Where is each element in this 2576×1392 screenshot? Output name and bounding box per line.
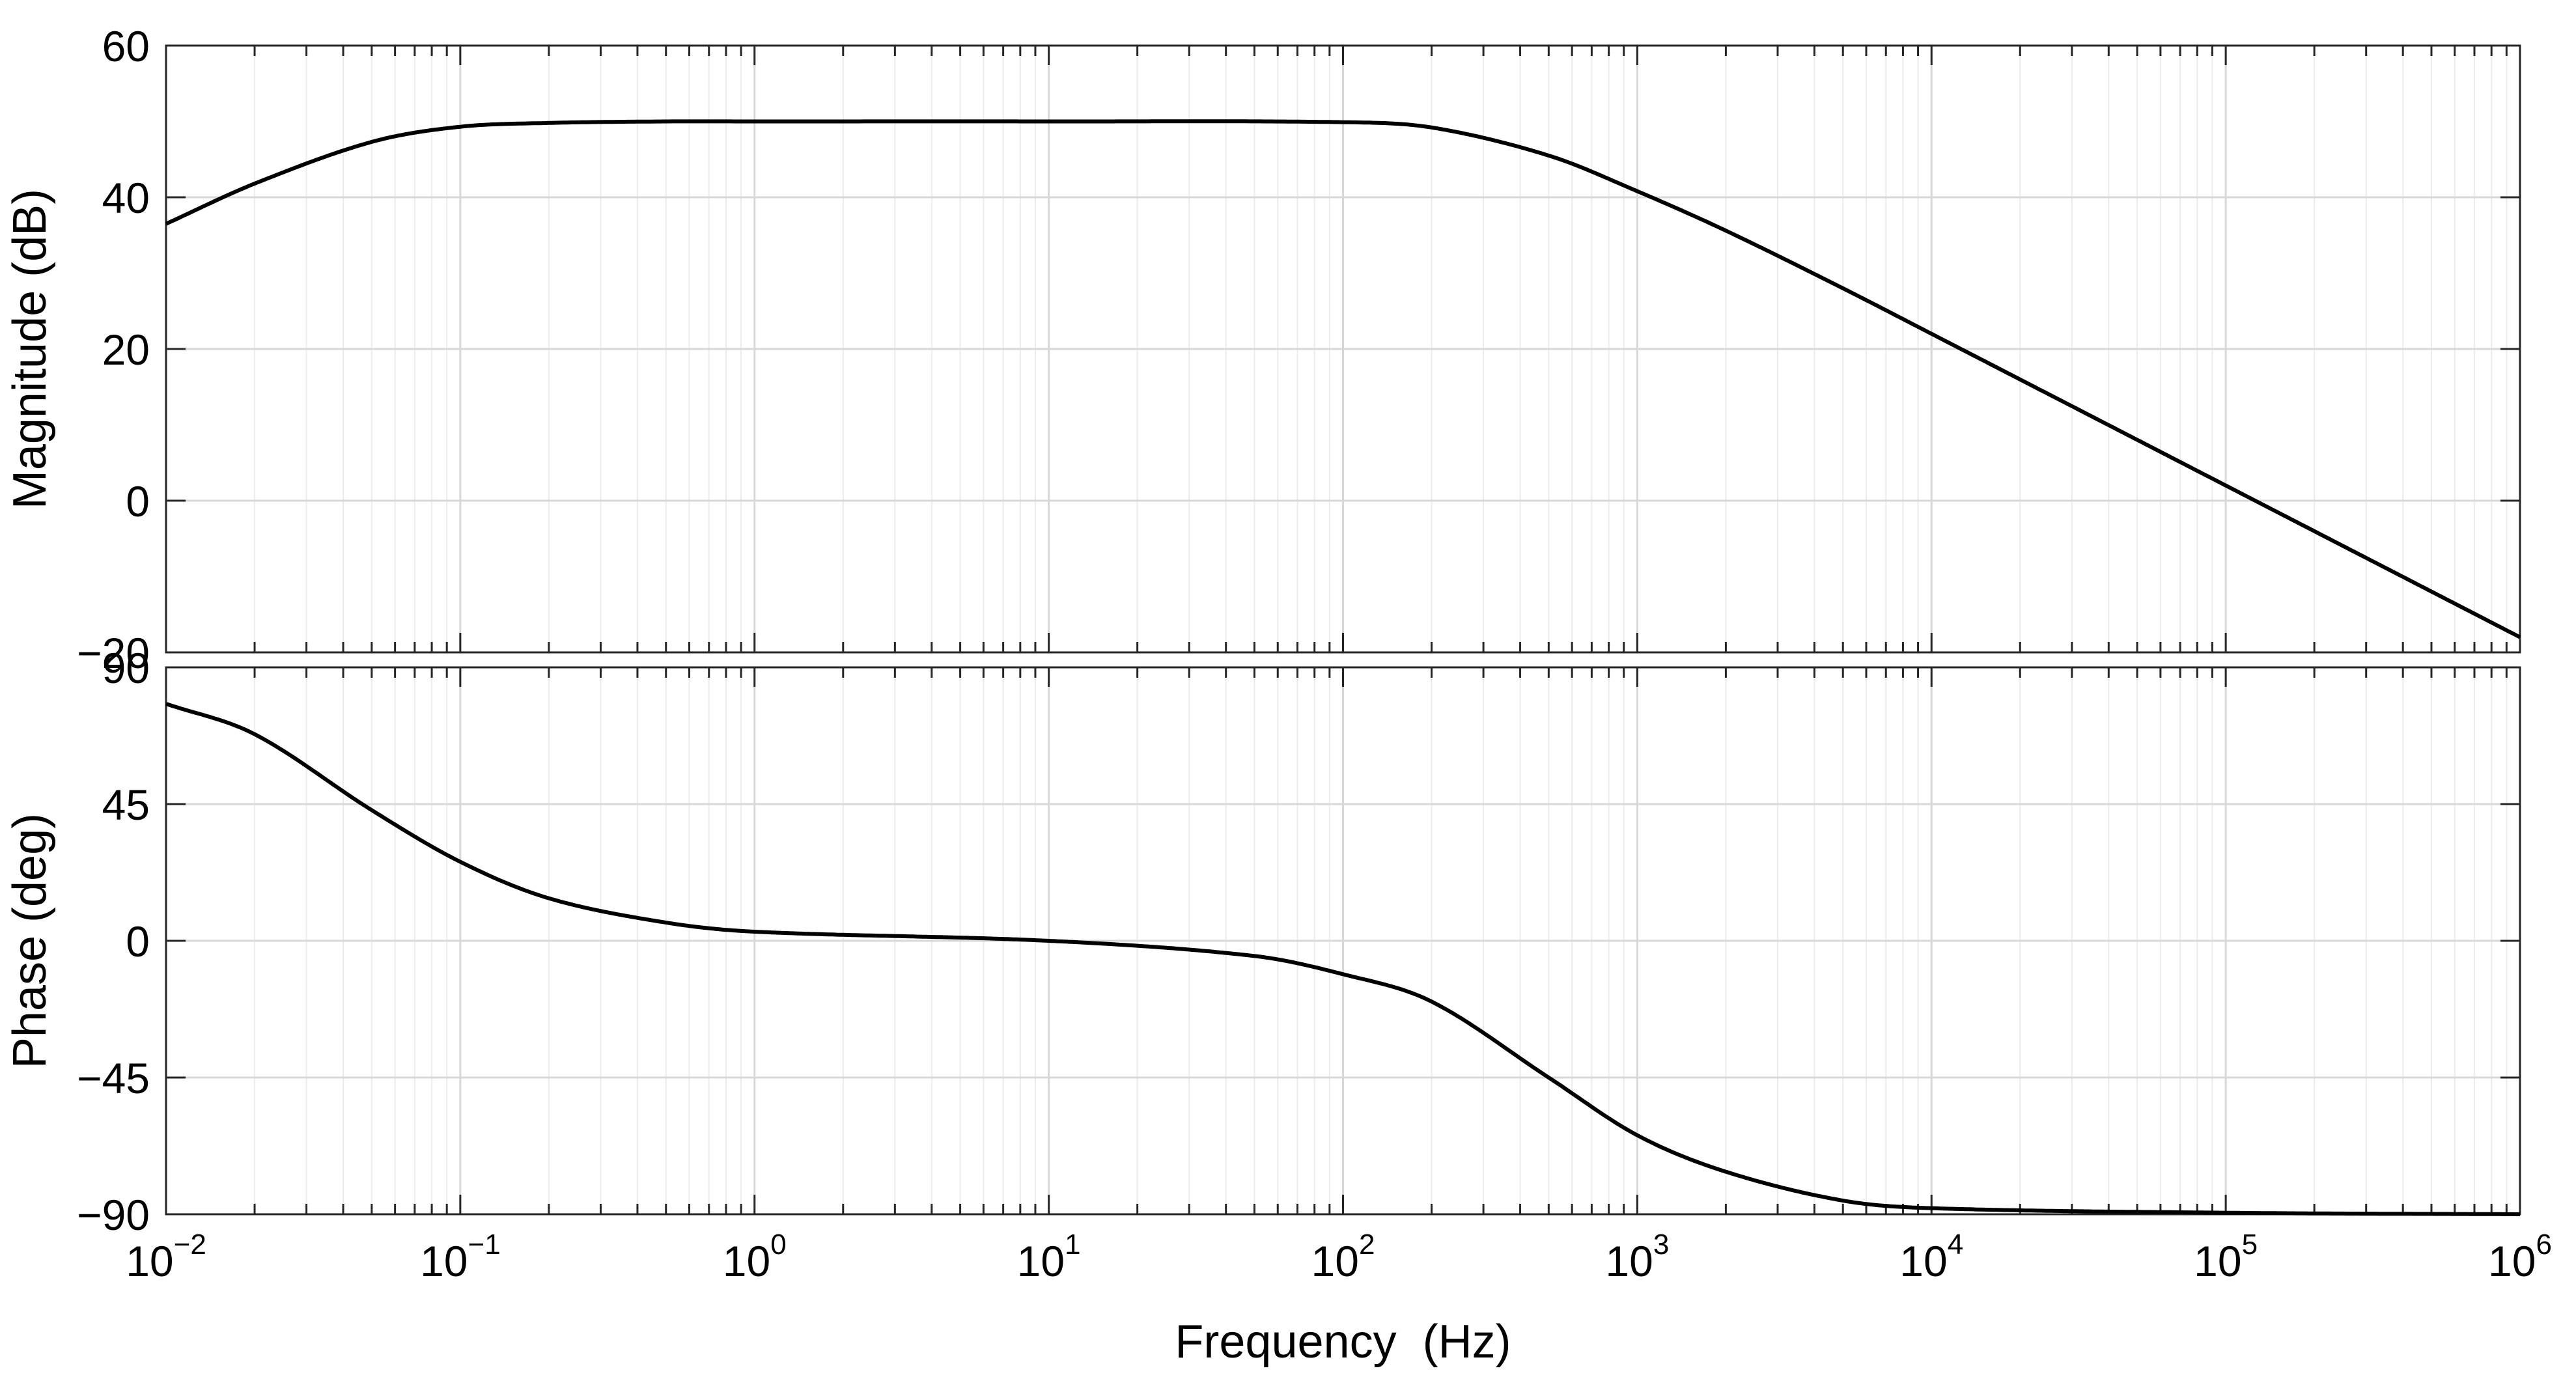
magnitude-ytick-labels: −20 0 20 40 60 xyxy=(77,22,150,677)
x-tick-label: 106 xyxy=(2488,1229,2552,1285)
frequency-xlabel: Frequency (Hz) xyxy=(1175,1316,1511,1368)
frequency-xtick-labels: 10−2 10−1 100 101 102 103 104 105 106 xyxy=(126,1229,2552,1285)
x-tick-label: 100 xyxy=(723,1229,787,1285)
y-tick-label: 45 xyxy=(102,781,150,829)
x-tick-label: 10−2 xyxy=(126,1229,206,1285)
y-tick-label: −45 xyxy=(77,1054,150,1102)
x-tick-label: 102 xyxy=(1311,1229,1375,1285)
x-tick-label: 104 xyxy=(1899,1229,1963,1285)
magnitude-series-line xyxy=(165,119,2521,639)
phase-ticks xyxy=(165,666,2521,1216)
y-tick-label: 40 xyxy=(102,174,150,222)
y-tick-label: 20 xyxy=(102,326,150,374)
magnitude-grid xyxy=(165,44,2521,654)
x-tick-label: 105 xyxy=(2194,1229,2258,1285)
y-tick-label: −20 xyxy=(77,629,150,677)
magnitude-ticks xyxy=(165,44,2521,654)
y-tick-label: 0 xyxy=(126,917,150,966)
phase-grid xyxy=(165,666,2521,1216)
phase-ylabel: Phase (deg) xyxy=(4,813,56,1068)
y-tick-label: 90 xyxy=(102,644,150,692)
x-tick-label: 103 xyxy=(1605,1229,1669,1285)
magnitude-panel: −20 0 20 40 60 Magnitude (dB) xyxy=(4,22,2521,677)
magnitude-ylabel: Magnitude (dB) xyxy=(4,189,56,509)
phase-ytick-labels: −90 −45 0 45 90 xyxy=(77,644,150,1239)
x-tick-label: 101 xyxy=(1017,1229,1081,1285)
x-tick-label: 10−1 xyxy=(420,1229,501,1285)
y-tick-label: 60 xyxy=(102,22,150,70)
y-tick-label: −90 xyxy=(77,1191,150,1239)
phase-series-line xyxy=(165,702,2520,1216)
y-tick-label: 0 xyxy=(126,477,150,525)
